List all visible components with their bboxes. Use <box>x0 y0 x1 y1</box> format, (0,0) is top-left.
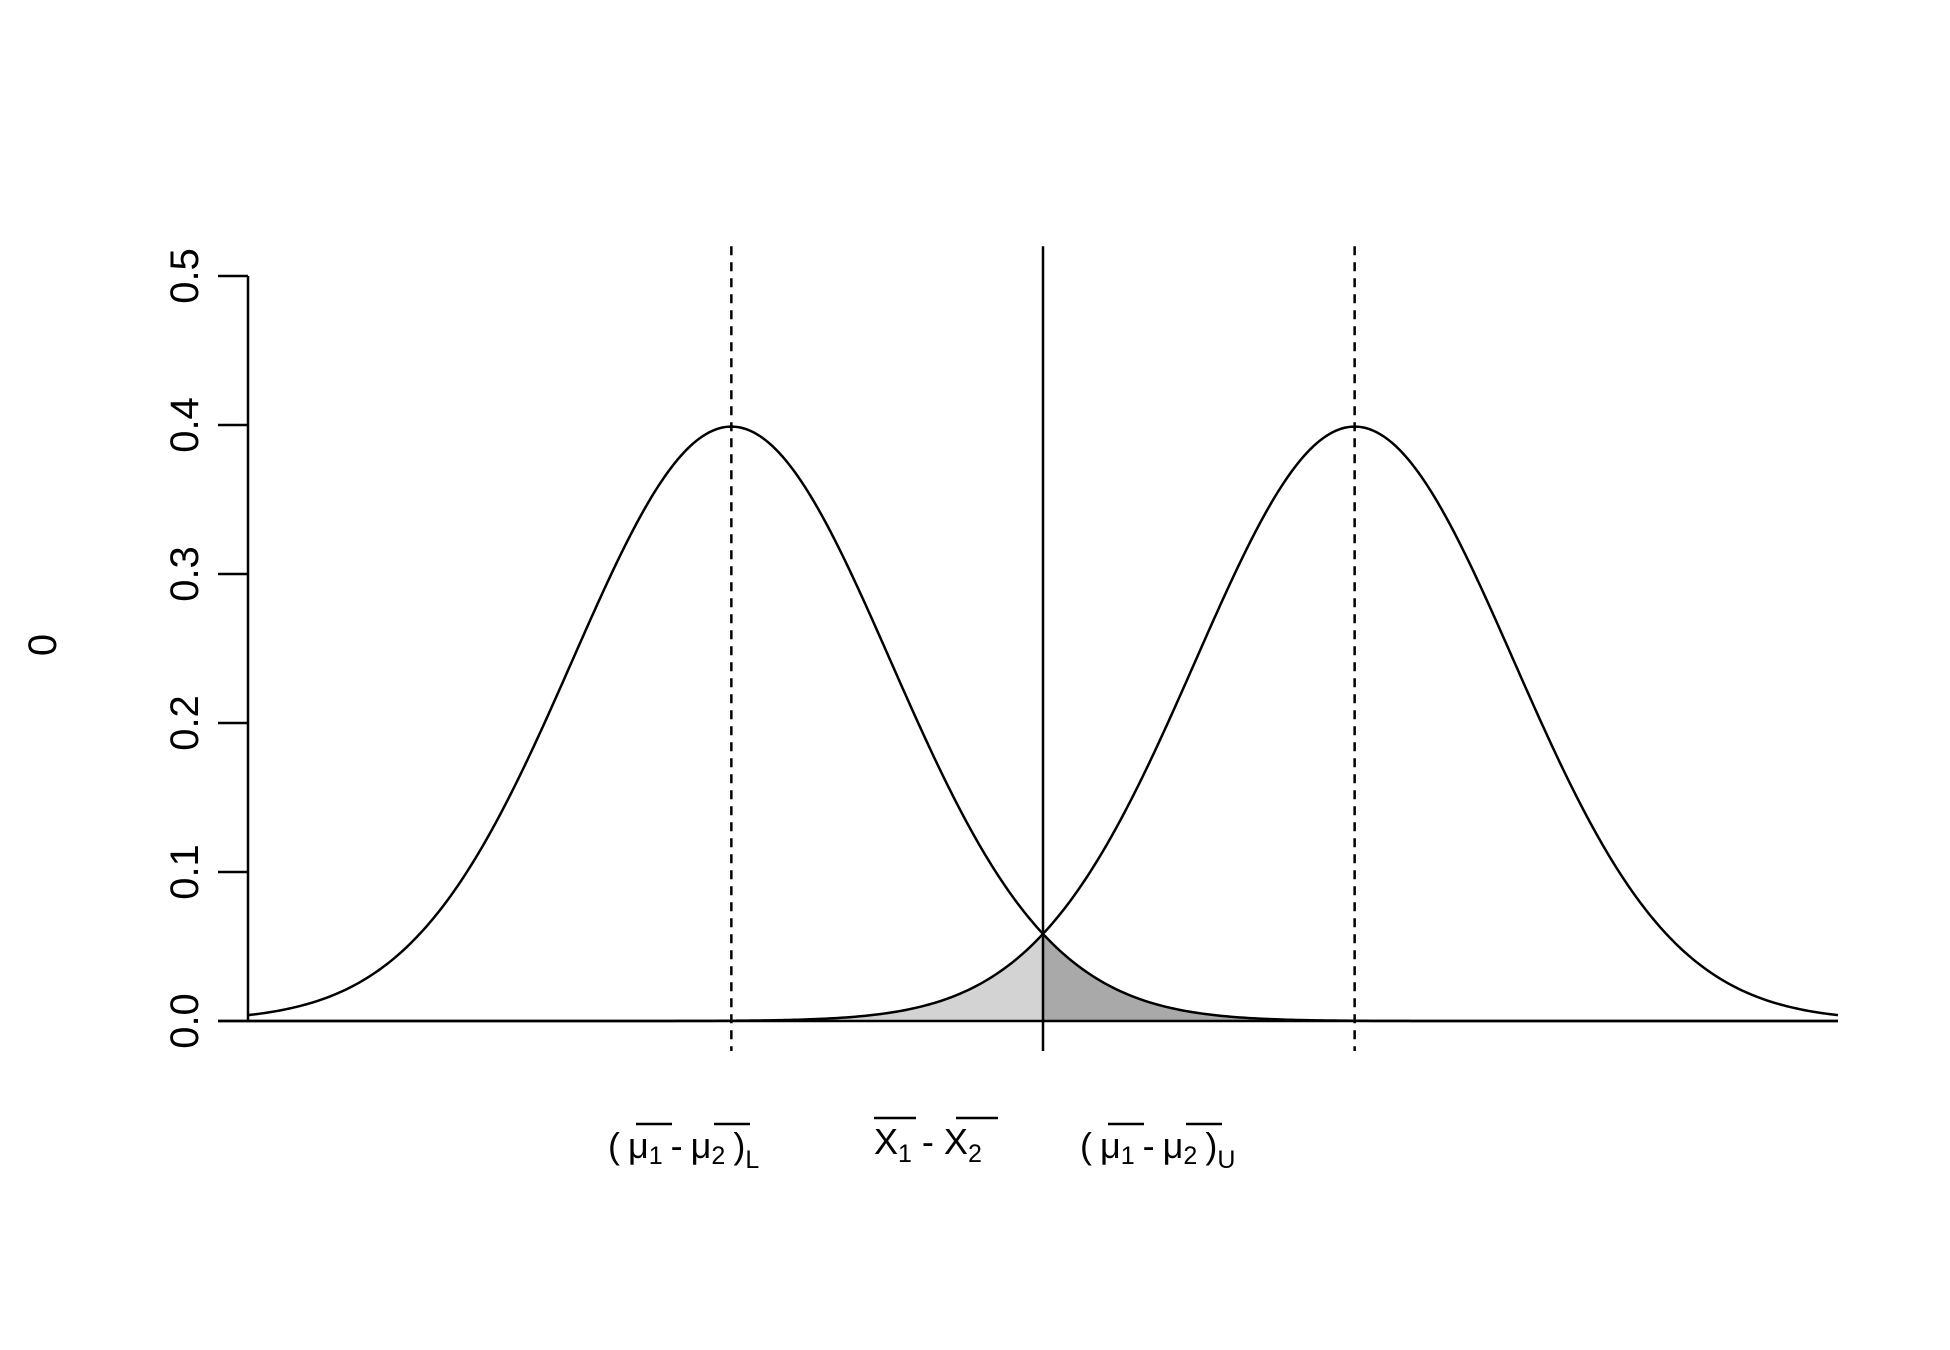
lower-sub1: 1 <box>649 1142 663 1170</box>
y-axis-label: 0 <box>21 634 65 656</box>
y-tick-label-2: 0.2 <box>163 695 207 751</box>
upper-bound-label: (μ1- μ2)U <box>1080 1122 1235 1174</box>
y-tick-label-3: 0.3 <box>163 546 207 602</box>
center-sub1: 1 <box>898 1140 912 1168</box>
lower-minus: - <box>671 1125 683 1166</box>
svg-text:X1-X2: X1- X2 <box>874 1121 982 1168</box>
shaded-tail-1 <box>248 933 1043 1021</box>
reference-lines <box>730 246 1356 1051</box>
axes: 0.0 0.1 0.2 0.3 0.4 0.5 <box>163 248 1838 1049</box>
lower-close-paren: ) <box>733 1125 745 1166</box>
upper-sub1: 1 <box>1121 1142 1135 1170</box>
lower-bound-label: (μ1- μ2)L <box>608 1122 759 1174</box>
upper-mu2: μ <box>1163 1125 1184 1166</box>
upper-bound-subscript: U <box>1217 1146 1235 1174</box>
center-label: X1- X2 <box>874 1116 998 1168</box>
upper-open-paren: ( <box>1080 1125 1092 1166</box>
lower-mu2: μ <box>691 1125 712 1166</box>
lower-open-paren: ( <box>608 1125 620 1166</box>
lower-sub2: 2 <box>711 1142 725 1170</box>
upper-close-paren: ) <box>1205 1125 1217 1166</box>
center-x2: X <box>944 1121 968 1162</box>
upper-mu1: μ <box>1100 1125 1121 1166</box>
center-minus: - <box>922 1121 934 1162</box>
shaded-tail-2 <box>1043 933 1838 1021</box>
lower-mu1: μ <box>628 1125 649 1166</box>
y-tick-label-1: 0.1 <box>163 844 207 900</box>
shaded-tails <box>248 933 1838 1021</box>
center-x1: X <box>874 1121 898 1162</box>
y-tick-label-4: 0.4 <box>163 397 207 453</box>
upper-sub2: 2 <box>1183 1142 1197 1170</box>
upper-minus: - <box>1143 1125 1155 1166</box>
y-tick-label-0: 0.0 <box>163 993 207 1049</box>
center-sub2: 2 <box>968 1140 982 1168</box>
y-tick-label-5: 0.5 <box>163 248 207 304</box>
svg-text:(μ1-μ2)L: (μ1- μ2)L <box>608 1125 759 1174</box>
lower-bound-subscript: L <box>745 1146 759 1174</box>
svg-text:(μ1-μ2)U: (μ1- μ2)U <box>1080 1125 1235 1174</box>
